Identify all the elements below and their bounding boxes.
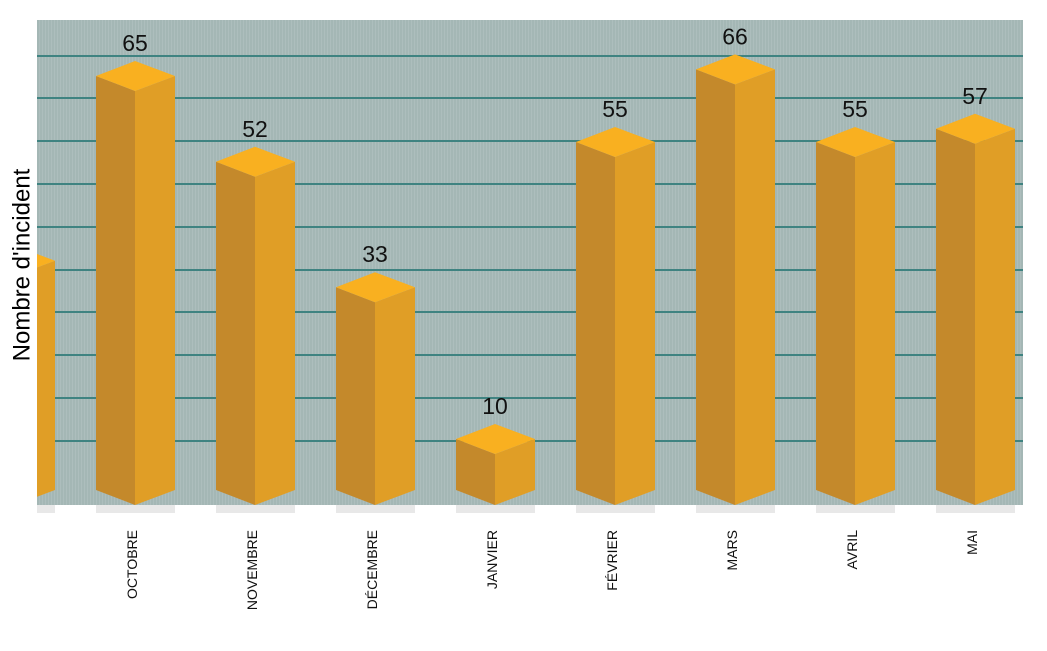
data-label: 55 xyxy=(842,96,868,122)
x-tick-label: JANVIER xyxy=(484,530,500,589)
x-tick-label: NOVEMBRE xyxy=(244,530,260,610)
bar-top-face xyxy=(696,54,775,85)
bar-top-face xyxy=(456,424,535,454)
bar-front-face xyxy=(576,142,615,505)
bars-group xyxy=(37,54,1015,513)
bar-top-face xyxy=(576,127,655,157)
y-axis-label: Nombre d'incident xyxy=(8,168,35,362)
bar-top-face xyxy=(936,113,1015,144)
bar-side-face xyxy=(855,142,895,505)
bar-top-face xyxy=(96,61,175,91)
data-label: 33 xyxy=(362,241,388,267)
bar-side-face xyxy=(375,287,415,505)
bar-base-shadow xyxy=(336,505,415,513)
x-tick-label: FÉVRIER xyxy=(604,530,620,591)
bar-front-face xyxy=(456,439,495,505)
x-tick-label: DÉCEMBRE xyxy=(364,530,380,609)
bar-top-face xyxy=(336,272,415,303)
bar-base-shadow xyxy=(37,505,55,513)
bar-base-shadow xyxy=(816,505,895,513)
y-axis-label-container: Nombre d'incident xyxy=(4,20,40,510)
data-label: 55 xyxy=(602,96,628,122)
bar-base-shadow xyxy=(216,505,295,513)
data-label: 65 xyxy=(122,30,148,56)
bar-base-shadow xyxy=(456,505,535,513)
bar-front-face xyxy=(216,161,255,506)
bar-base-shadow xyxy=(96,505,175,513)
x-tick-label: MAI xyxy=(964,530,980,555)
bar-top-face xyxy=(37,254,55,268)
bar-base-shadow xyxy=(936,505,1015,513)
bar-side-face xyxy=(735,69,775,506)
bar-top-face xyxy=(216,146,295,177)
bar-side-face xyxy=(975,128,1015,506)
bar-base-shadow xyxy=(576,505,655,513)
bar-front-face xyxy=(936,128,975,506)
bar-side-face xyxy=(495,439,535,505)
bar-side-face xyxy=(135,76,175,505)
bar-front-face xyxy=(696,69,735,506)
bar-front-face xyxy=(96,76,135,505)
data-label: 57 xyxy=(962,83,988,109)
data-label: 52 xyxy=(242,116,268,142)
x-tick-label: OCTOBRE xyxy=(124,530,140,599)
data-label: 10 xyxy=(482,393,508,419)
bar-side-face xyxy=(37,260,55,497)
bar-side-face xyxy=(615,142,655,505)
bar-front-face xyxy=(336,287,375,505)
bar-front-face xyxy=(816,142,855,505)
x-tick-label: MARS xyxy=(724,530,740,570)
data-label: 66 xyxy=(722,23,748,49)
bar-side-face xyxy=(255,161,295,506)
bar-base-shadow xyxy=(696,505,775,513)
bar-top-face xyxy=(816,127,895,157)
x-tick-label: AVRIL xyxy=(844,530,860,570)
